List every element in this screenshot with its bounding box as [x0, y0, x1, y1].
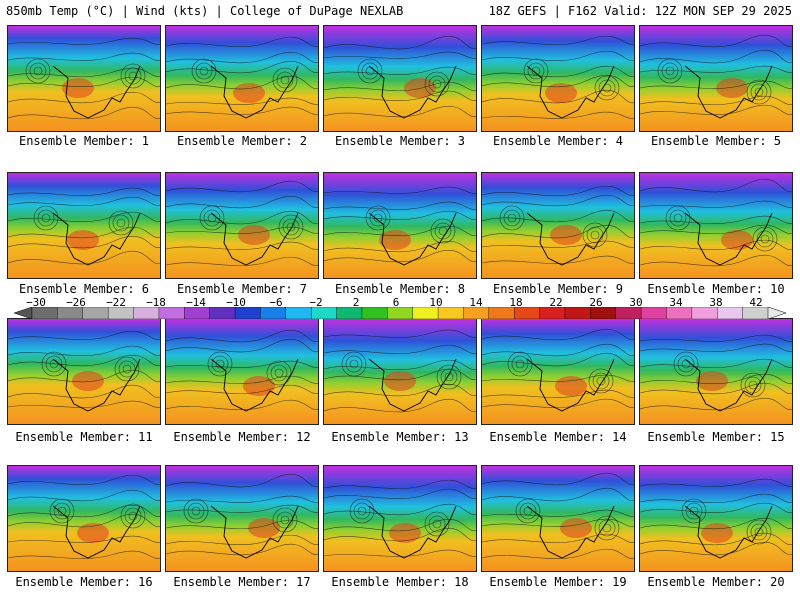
temperature-colorbar [14, 307, 786, 319]
ensemble-map-panel [639, 25, 793, 132]
ensemble-map-panel [481, 172, 635, 279]
ensemble-member-label: Ensemble Member: 16 [15, 575, 153, 589]
colorbar-swatch [640, 307, 667, 319]
ensemble-map-panel [481, 25, 635, 132]
colorbar-tick-label: −18 [146, 296, 166, 309]
ensemble-member-label: Ensemble Member: 1 [18, 134, 150, 148]
ensemble-map-panel [7, 465, 161, 572]
ensemble-map-panel [7, 318, 161, 425]
ensemble-map-panel [165, 172, 319, 279]
colorbar-tick-label: 30 [629, 296, 643, 309]
ensemble-map-panel [639, 465, 793, 572]
colorbar-swatch [387, 307, 414, 319]
ensemble-member-label: Ensemble Member: 19 [489, 575, 627, 589]
ensemble-member-label: Ensemble Member: 4 [492, 134, 624, 148]
ensemble-member-label: Ensemble Member: 15 [647, 430, 785, 444]
ensemble-member-label: Ensemble Member: 2 [176, 134, 308, 148]
colorbar-tick-label: −22 [106, 296, 126, 309]
ensemble-map-panel [323, 318, 477, 425]
ensemble-map-panel [323, 172, 477, 279]
colorbar-tick-label: −6 [269, 296, 283, 309]
colorbar-tick-label: 10 [429, 296, 443, 309]
model-valid-time: 18Z GEFS | F162 Valid: 12Z MON SEP 29 20… [488, 4, 792, 18]
ensemble-map-panel [481, 318, 635, 425]
ensemble-member-label: Ensemble Member: 18 [331, 575, 469, 589]
ensemble-member-label: Ensemble Member: 13 [331, 430, 469, 444]
colorbar-tick-label: 6 [392, 296, 400, 309]
ensemble-map-panel [323, 465, 477, 572]
colorbar-tick-label: −2 [309, 296, 323, 309]
ensemble-map-panel [165, 465, 319, 572]
ensemble-member-label: Ensemble Member: 12 [173, 430, 311, 444]
ensemble-member-label: Ensemble Member: 3 [334, 134, 466, 148]
colorbar-tick-label: 14 [469, 296, 483, 309]
colorbar-tick-label: −10 [226, 296, 246, 309]
colorbar-tick-label: 38 [709, 296, 723, 309]
ensemble-member-label: Ensemble Member: 7 [176, 282, 308, 296]
colorbar-tick-label: 22 [549, 296, 563, 309]
colorbar-swatch [361, 307, 388, 319]
ensemble-map-panel [165, 25, 319, 132]
colorbar-tick-label: 2 [352, 296, 360, 309]
ensemble-member-label: Ensemble Member: 20 [647, 575, 785, 589]
ensemble-member-label: Ensemble Member: 10 [647, 282, 785, 296]
colorbar-tick-label: −14 [186, 296, 206, 309]
colorbar-tick-label: 26 [589, 296, 603, 309]
ensemble-map-panel [7, 25, 161, 132]
ensemble-member-label: Ensemble Member: 6 [18, 282, 150, 296]
colorbar-max-arrow [767, 307, 786, 319]
ensemble-member-label: Ensemble Member: 11 [15, 430, 153, 444]
ensemble-member-label: Ensemble Member: 8 [334, 282, 466, 296]
colorbar-swatch [564, 307, 591, 319]
ensemble-member-label: Ensemble Member: 17 [173, 575, 311, 589]
colorbar-tick-label: 34 [669, 296, 683, 309]
colorbar-tick-label: −30 [26, 296, 46, 309]
colorbar-tick-label: 18 [509, 296, 523, 309]
ensemble-map-panel [481, 465, 635, 572]
ensemble-map-panel [639, 318, 793, 425]
ensemble-map-panel [7, 172, 161, 279]
map-title: 850mb Temp (°C) | Wind (kts) | College o… [6, 4, 404, 18]
colorbar-swatch [285, 307, 312, 319]
ensemble-map-panel [323, 25, 477, 132]
colorbar-tick-label: 42 [749, 296, 763, 309]
ensemble-member-label: Ensemble Member: 9 [492, 282, 624, 296]
ensemble-map-panel [165, 318, 319, 425]
colorbar-swatch [82, 307, 109, 319]
ensemble-member-label: Ensemble Member: 14 [489, 430, 627, 444]
ensemble-member-label: Ensemble Member: 5 [650, 134, 782, 148]
colorbar-tick-label: −26 [66, 296, 86, 309]
ensemble-map-panel [639, 172, 793, 279]
